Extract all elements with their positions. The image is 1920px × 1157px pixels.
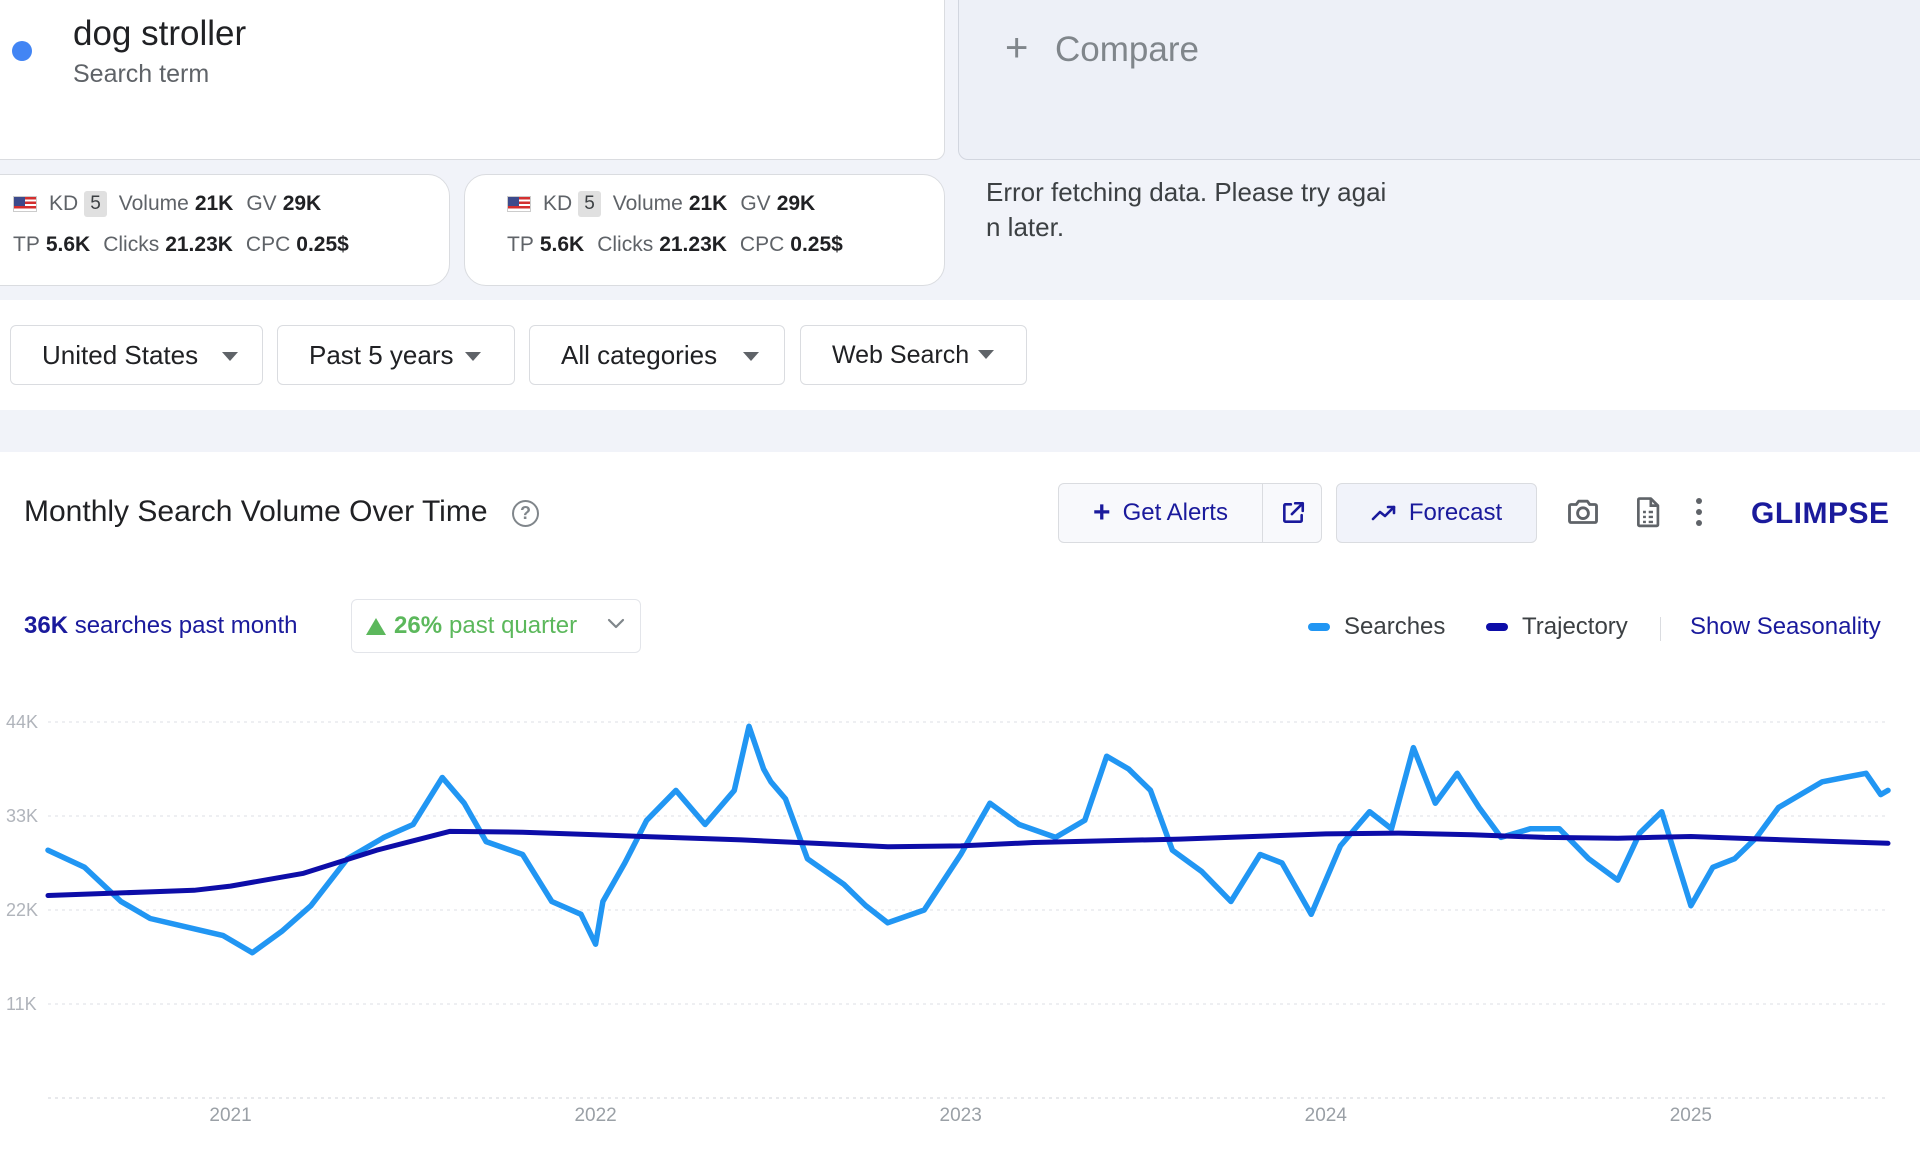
brand-logo: GLIMPSE	[1751, 497, 1890, 530]
legend-item-trajectory[interactable]: Trajectory	[1486, 613, 1628, 641]
forecast-label: Forecast	[1408, 499, 1503, 526]
country-select-value: United States	[42, 339, 199, 370]
gv-label: GV	[740, 192, 771, 215]
quarter-trend-dropdown[interactable]: 26% past quarter	[351, 599, 641, 653]
cpc-label: CPC	[245, 233, 291, 256]
compare-label[interactable]: Compare	[1055, 30, 1199, 69]
external-link-icon	[1282, 501, 1304, 523]
time-range-select-value: Past 5 years	[309, 339, 454, 370]
kd-badge: 5	[578, 191, 601, 217]
show-seasonality-link[interactable]: Show Seasonality	[1690, 613, 1881, 640]
forecast-button[interactable]: Forecast	[1336, 483, 1537, 543]
more-vert-icon[interactable]	[1692, 494, 1706, 530]
search-volume-chart: 44K 33K 22K 11K 2021 2022 2023 2024 2025	[6, 712, 1891, 1126]
gv-value: 29K	[282, 192, 322, 215]
y-tick-label: 33K	[6, 806, 38, 826]
x-tick-label: 2022	[574, 1105, 616, 1126]
country-select[interactable]: United States	[10, 325, 263, 385]
clicks-label: Clicks	[103, 233, 160, 256]
chevron-down-icon	[978, 350, 994, 359]
x-tick-label: 2023	[940, 1105, 982, 1126]
x-tick-label: 2021	[209, 1105, 251, 1126]
volume-label: Volume	[612, 192, 683, 215]
x-tick-label: 2025	[1670, 1105, 1712, 1126]
cpc-value: 0.25$	[296, 233, 349, 256]
tp-value: 5.6K	[45, 233, 91, 256]
volume-value: 21K	[688, 192, 728, 215]
tp-label: TP	[13, 233, 40, 256]
y-tick-label: 11K	[6, 994, 37, 1014]
cpc-label: CPC	[739, 233, 785, 256]
keyword-metrics-card: KD 5 Volume 21K GV 29K TP 5.6K Clicks 21…	[464, 174, 945, 286]
searches-summary: 36K searches past month	[24, 612, 298, 640]
trajectory-line	[45, 828, 1891, 898]
open-external-button[interactable]	[1262, 484, 1322, 542]
volume-label: Volume	[118, 192, 189, 215]
legend-swatch	[1308, 623, 1330, 631]
series-color-dot	[12, 41, 32, 61]
y-tick-label: 44K	[6, 712, 38, 732]
search-term-name: dog stroller	[73, 14, 247, 53]
time-range-select[interactable]: Past 5 years	[277, 325, 515, 385]
get-alerts-label: Get Alerts	[1122, 499, 1228, 526]
legend-swatch	[1486, 623, 1508, 631]
search-term-type: Search term	[73, 60, 210, 88]
triangle-up-icon	[366, 617, 386, 635]
trend-text: past quarter	[449, 612, 578, 639]
legend-label: Trajectory	[1522, 613, 1628, 640]
chevron-down-icon	[743, 352, 759, 361]
us-flag-icon	[13, 196, 37, 212]
summary-text: searches past month	[74, 612, 298, 639]
plus-icon: +	[1093, 496, 1111, 529]
category-select-value: All categories	[561, 339, 718, 370]
kd-label: KD	[543, 192, 573, 215]
trend-value: 26%	[394, 612, 443, 639]
camera-icon[interactable]	[1565, 494, 1601, 530]
compare-card[interactable]	[958, 0, 1920, 160]
error-line-1: Error fetching data. Please try agai	[986, 177, 1387, 207]
trend-up-icon	[1371, 505, 1396, 521]
error-line-2: n later.	[986, 212, 1065, 242]
legend-separator	[1660, 617, 1661, 641]
category-select[interactable]: All categories	[529, 325, 785, 385]
gv-label: GV	[246, 192, 277, 215]
section-divider	[0, 410, 1920, 452]
tp-label: TP	[507, 233, 534, 256]
get-alerts-button[interactable]: + Get Alerts	[1059, 484, 1262, 542]
searches-line	[45, 723, 1891, 956]
search-source-select-value: Web Search	[832, 340, 970, 369]
clicks-value: 21.23K	[165, 233, 233, 256]
alerts-button-group: + Get Alerts	[1058, 483, 1322, 543]
summary-value: 36K	[24, 612, 69, 639]
search-term-card[interactable]	[0, 0, 945, 160]
kd-label: KD	[49, 192, 79, 215]
us-flag-icon	[507, 196, 531, 212]
kd-badge: 5	[84, 191, 107, 217]
legend-label: Searches	[1344, 613, 1446, 640]
error-message: Error fetching data. Please try agai n l…	[986, 175, 1416, 245]
volume-value: 21K	[194, 192, 234, 215]
legend-item-searches[interactable]: Searches	[1308, 613, 1445, 641]
chevron-down-icon	[465, 352, 481, 361]
chart-title: Monthly Search Volume Over Time	[24, 495, 488, 528]
tp-value: 5.6K	[539, 233, 585, 256]
cpc-value: 0.25$	[790, 233, 843, 256]
clicks-label: Clicks	[597, 233, 654, 256]
x-tick-label: 2024	[1305, 1105, 1348, 1126]
keyword-metrics-card: KD 5 Volume 21K GV 29K TP 5.6K Clicks 21…	[0, 174, 450, 286]
search-source-select[interactable]: Web Search	[800, 325, 1027, 385]
help-icon[interactable]: ?	[512, 500, 539, 527]
y-tick-label: 22K	[6, 900, 38, 920]
chevron-down-icon	[607, 618, 625, 629]
plus-icon: +	[1005, 26, 1029, 70]
document-icon[interactable]	[1631, 494, 1665, 530]
gv-value: 29K	[776, 192, 816, 215]
clicks-value: 21.23K	[659, 233, 727, 256]
chevron-down-icon	[222, 352, 238, 361]
